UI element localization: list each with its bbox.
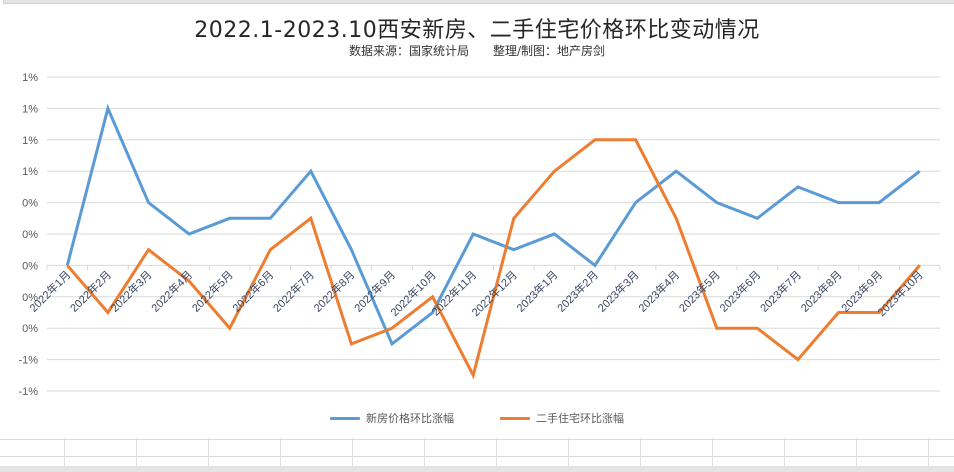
x-tick-label: 2022年8月 xyxy=(310,268,357,315)
cell-column-border xyxy=(928,438,929,466)
x-tick-label: 2023年5月 xyxy=(676,268,723,315)
legend-line-icon xyxy=(500,416,530,420)
x-tick-label: 2023年1月 xyxy=(513,268,560,315)
x-tick-label: 2023年4月 xyxy=(635,268,682,315)
spreadsheet-cells[interactable] xyxy=(0,438,954,466)
cell-column-border xyxy=(136,438,137,466)
x-tick-label: 2023年8月 xyxy=(798,268,845,315)
y-axis-labels: 1% 1% 1% 1% 0% 0% 0% 0% 0% -1% -1% xyxy=(18,72,38,398)
cell-column-border xyxy=(568,438,569,466)
legend-line-icon xyxy=(330,416,360,420)
cell-column-border xyxy=(352,438,353,466)
series-lines xyxy=(65,103,921,380)
spreadsheet-header-strip xyxy=(0,0,954,4)
cell-column-border xyxy=(640,438,641,466)
y-tick-label: 1% xyxy=(22,166,38,178)
cell-column-border xyxy=(784,438,785,466)
y-tick-label: 0% xyxy=(22,323,38,335)
y-tick-label: 1% xyxy=(22,72,38,84)
series-line-1[interactable] xyxy=(66,138,921,380)
legend-item-resale-homes[interactable]: 二手住宅环比涨幅 xyxy=(500,410,624,426)
cell-column-border xyxy=(64,438,65,466)
x-axis xyxy=(46,265,941,271)
cell-row-border xyxy=(0,439,954,440)
y-tick-label: -1% xyxy=(18,386,38,398)
cell-row-border xyxy=(0,456,954,457)
x-tick-label: 2022年7月 xyxy=(270,268,317,315)
y-tick-label: 0% xyxy=(22,229,38,241)
x-tick-label: 2022年6月 xyxy=(229,268,276,315)
y-tick-label: 0% xyxy=(22,292,38,304)
cell-column-border xyxy=(712,438,713,466)
y-tick-label: 0% xyxy=(22,198,38,210)
x-axis-labels: 2022年1月2022年2月2022年3月2022年4月2022年5月2022年… xyxy=(26,268,925,319)
cell-column-border xyxy=(496,438,497,466)
legend-label: 二手住宅环比涨幅 xyxy=(536,412,624,425)
legend-item-new-homes[interactable]: 新房价格环比涨幅 xyxy=(330,410,454,426)
cell-column-border xyxy=(280,438,281,466)
y-tick-label: 1% xyxy=(22,103,38,115)
y-tick-label: -1% xyxy=(18,355,38,367)
chart-subtitle: 数据来源：国家统计局 整理/制图：地产房剑 xyxy=(348,44,606,58)
x-tick-label: 2023年7月 xyxy=(757,268,804,315)
cell-column-border xyxy=(208,438,209,466)
spreadsheet-status-bar xyxy=(0,466,954,472)
y-tick-label: 1% xyxy=(22,135,38,147)
series-line-0[interactable] xyxy=(65,103,921,347)
gridlines xyxy=(47,76,940,392)
y-tick-label: 0% xyxy=(22,260,38,272)
cell-column-border xyxy=(424,438,425,466)
chart-title: 2022.1-2023.10西安新房、二手住宅价格环比变动情况 xyxy=(194,18,760,43)
cell-column-border xyxy=(856,438,857,466)
legend: 新房价格环比涨幅 二手住宅环比涨幅 xyxy=(0,410,954,426)
legend-label: 新房价格环比涨幅 xyxy=(366,412,454,425)
x-tick-label: 2023年2月 xyxy=(554,268,601,315)
x-tick-label: 2023年6月 xyxy=(716,268,763,315)
x-tick-label: 2022年4月 xyxy=(148,268,195,315)
x-tick-label: 2023年3月 xyxy=(595,268,642,315)
